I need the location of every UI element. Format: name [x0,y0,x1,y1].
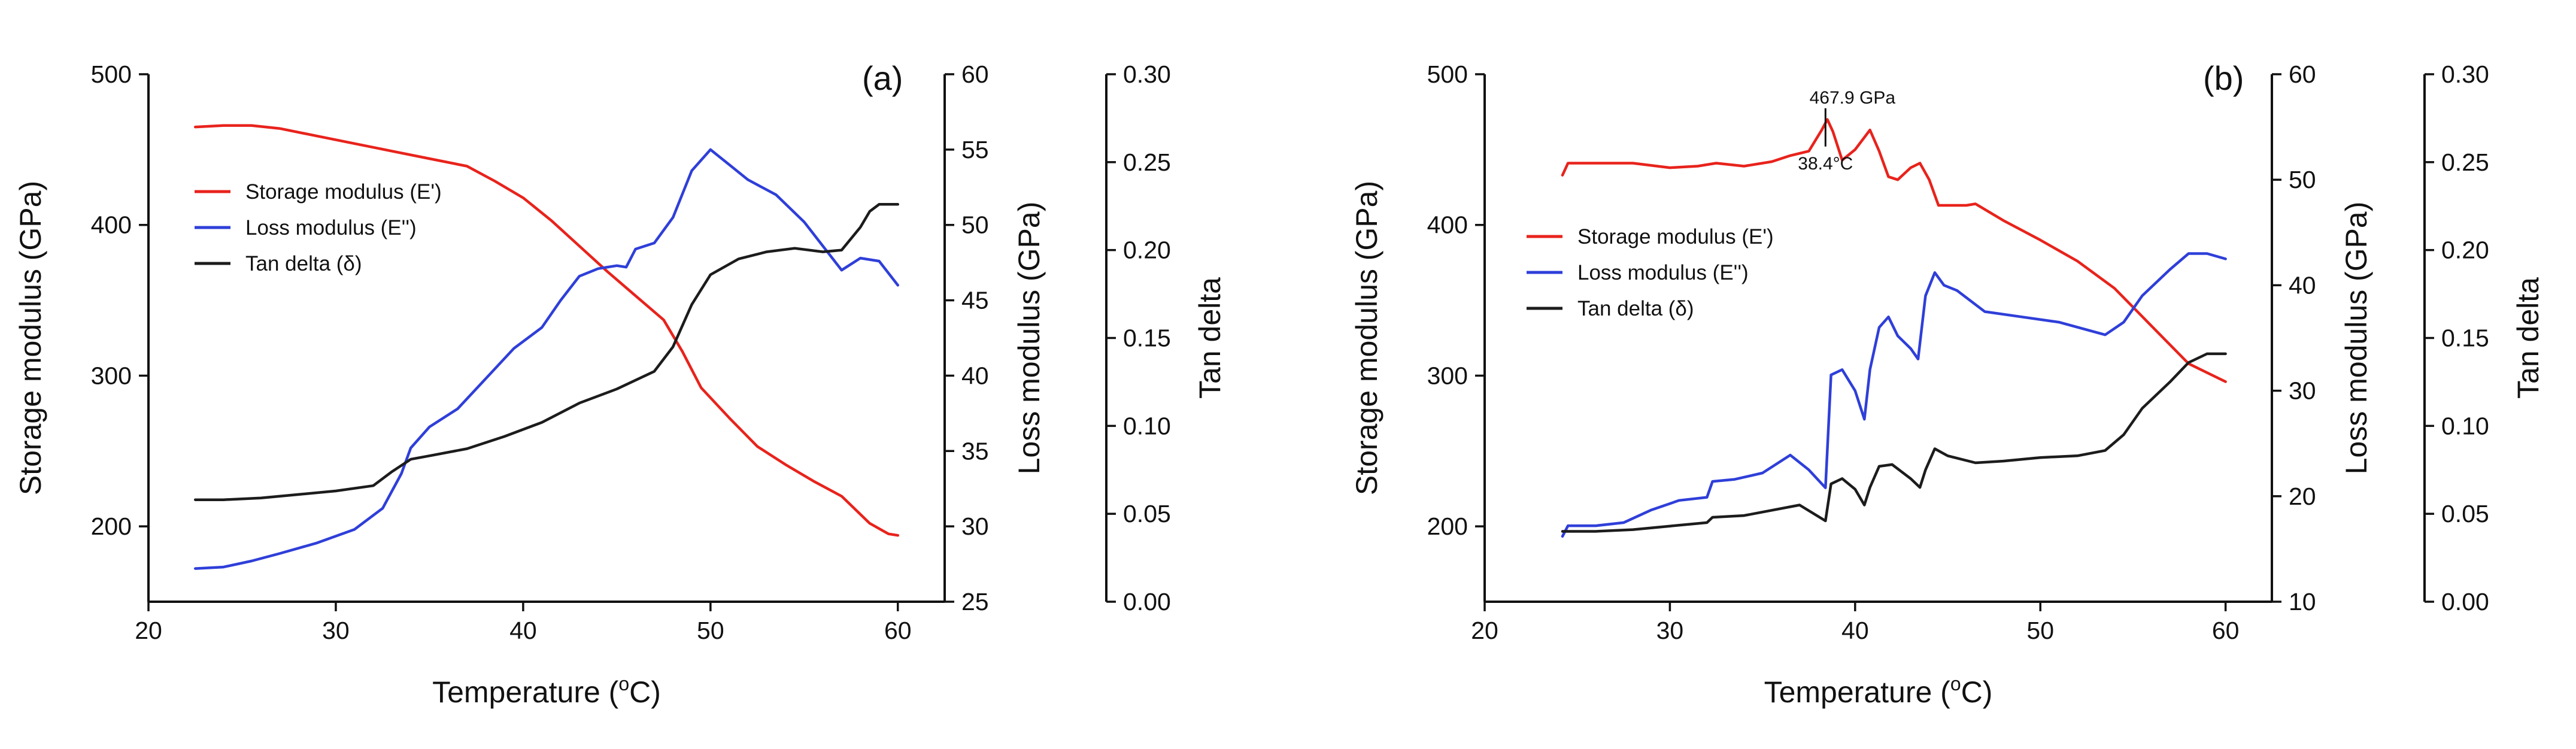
y-right2-tick-label: 0.15 [2441,325,2489,352]
x-axis-title-unit: C) [1961,675,1993,709]
x-axis-title: Temperature (oC) [432,673,661,709]
y-right2-tick-label: 0.20 [2441,236,2489,264]
x-tick-label: 20 [135,617,162,644]
series-line-storage-modulus [193,124,900,537]
x-axis-title-degree: o [618,673,629,695]
x-tick-label: 30 [1656,617,1684,644]
legend-label: Loss modulus (E'') [1577,261,1749,284]
y-left-tick-label: 200 [91,513,132,540]
y-left-tick-label: 500 [1427,60,1468,88]
y-right2-tick-label: 0.15 [1123,325,1171,352]
y-right2-tick-label: 0.25 [1123,148,1171,176]
series-line-tan-delta [193,203,900,501]
y-right2-tick-label: 0.05 [2441,500,2489,527]
y-right1-axis-title: Loss modulus (GPa) [1012,202,1046,475]
x-tick-label: 50 [2026,617,2054,644]
y-right1-tick-label: 10 [2289,588,2316,615]
x-axis-title-main: Temperature ( [432,675,619,709]
series-line-tan-delta [1561,352,2227,533]
y-left-tick-label: 300 [91,362,132,389]
panel-label: (a) [862,59,903,97]
y-right1-tick-label: 30 [961,513,989,540]
legend-label: Loss modulus (E'') [245,216,417,239]
x-tick-label: 60 [2212,617,2240,644]
chart-panel-a: 20 30 40 50 60 200 300 400 500 25 30 35 40 45 50 55 60 0.… [14,59,1227,709]
y-right1-tick-label: 50 [2289,166,2316,193]
x-tick-label: 60 [884,617,912,644]
y-right2-axis-title: Tan delta [1193,277,1227,399]
y-right2-tick-label: 0.05 [1123,500,1171,527]
y-right2-tick-label: 0.00 [2441,588,2489,615]
y-left-axis-title: Storage modulus (GPa) [1350,181,1383,495]
y-right1-tick-label: 30 [2289,377,2316,405]
y-right2-tick-label: 0.30 [2441,60,2489,88]
series-line-loss-modulus [193,148,900,570]
legend-label: Tan delta (δ) [245,252,362,275]
y-right1-tick-label: 60 [961,60,989,88]
y-right1-axis-title: Loss modulus (GPa) [2340,202,2373,475]
series-line-loss-modulus [1561,252,2227,538]
x-axis-title: Temperature (oC) [1764,673,1993,709]
annotation-peak-temperature: 38.4°C [1798,154,1853,174]
y-right2-tick-label: 0.10 [1123,412,1171,439]
legend-label: Tan delta (δ) [1577,297,1694,320]
y-right1-tick-label: 45 [961,287,989,314]
y-left-tick-label: 500 [91,60,132,88]
x-tick-label: 50 [697,617,724,644]
x-axis-title-main: Temperature ( [1764,675,1951,709]
y-right1-tick-label: 55 [961,136,989,163]
x-axis-title-degree: o [1950,673,1961,695]
y-right2-tick-label: 0.20 [1123,236,1171,264]
y-right1-tick-label: 20 [2289,483,2316,510]
y-left-axis-title: Storage modulus (GPa) [14,181,47,495]
y-right1-tick-label: 40 [961,362,989,389]
x-tick-label: 30 [322,617,350,644]
y-left-tick-label: 400 [91,211,132,239]
y-right2-tick-label: 0.30 [1123,60,1171,88]
legend-label: Storage modulus (E') [1577,225,1774,248]
panel-label: (b) [2203,59,2244,97]
chart-panel-b: 20 30 40 50 60 200 300 400 500 10 20 30 40 50 60 0.00 0.… [1350,59,2545,709]
x-axis-title-unit: C) [629,675,661,709]
annotation-peak-value: 467.9 GPa [1810,88,1896,108]
legend-label: Storage modulus (E') [245,180,442,204]
y-right1-tick-label: 40 [2289,271,2316,299]
y-right2-axis-title: Tan delta [2511,277,2545,399]
y-right1-tick-label: 25 [961,588,989,615]
y-right1-tick-label: 60 [2289,60,2316,88]
y-left-tick-label: 400 [1427,211,1468,239]
y-right1-tick-label: 50 [961,211,989,239]
y-left-tick-label: 200 [1427,513,1468,540]
y-left-tick-label: 300 [1427,362,1468,389]
series-line-storage-modulus [1561,118,2227,383]
y-right2-tick-label: 0.25 [2441,148,2489,176]
y-right2-tick-label: 0.00 [1123,588,1171,615]
x-tick-label: 40 [509,617,537,644]
y-right2-tick-label: 0.10 [2441,412,2489,439]
x-tick-label: 20 [1471,617,1498,644]
x-tick-label: 40 [1841,617,1869,644]
y-right1-tick-label: 35 [961,437,989,465]
